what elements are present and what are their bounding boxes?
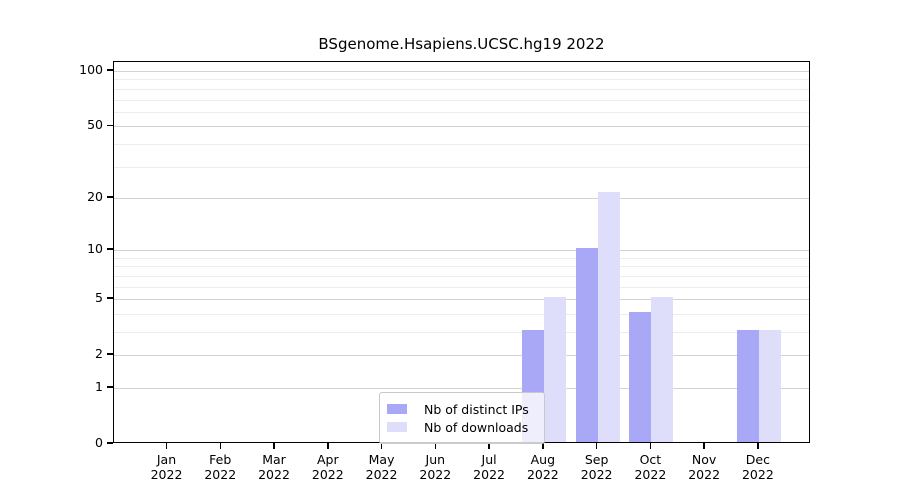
x-tick-year-nov: 2022 [688, 467, 721, 482]
minor-gridline-7 [114, 275, 809, 277]
x-tick-year-jun: 2022 [419, 467, 452, 482]
x-tick-year-sep: 2022 [580, 467, 613, 482]
major-gridline-10 [114, 250, 809, 252]
y-tick-label-2: 2 [95, 346, 103, 362]
x-tick-year-aug: 2022 [526, 467, 559, 482]
x-tick-dec [757, 443, 759, 449]
x-tick-label-feb: Feb 2022 [190, 452, 250, 482]
plot-area: Nb of distinct IPs Nb of downloads [113, 61, 810, 444]
bar-nb-of-downloads-oct [651, 297, 674, 442]
y-tick-5 [107, 297, 113, 299]
minor-gridline-90 [114, 79, 809, 81]
x-tick-may [380, 443, 383, 449]
x-tick-label-may: May 2022 [352, 452, 412, 482]
x-tick-year-jan: 2022 [150, 467, 183, 482]
minor-gridline-30 [114, 166, 809, 168]
x-tick-label-sep: Sep 2022 [567, 452, 627, 482]
x-tick-year-apr: 2022 [311, 467, 344, 482]
x-tick-apr [327, 443, 329, 449]
x-tick-oct [649, 443, 652, 449]
x-tick-label-jan: Jan 2022 [137, 452, 197, 482]
y-tick-label-100: 100 [79, 62, 103, 78]
x-tick-jan [165, 443, 168, 449]
legend-label-distinct-ips: Nb of distinct IPs [424, 401, 529, 417]
bar-nb-of-distinct-ips-oct [629, 311, 652, 442]
x-tick-year-mar: 2022 [258, 467, 290, 482]
y-tick-label-1: 1 [95, 378, 103, 394]
minor-gridline-8 [114, 266, 809, 268]
y-tick-label-10: 10 [87, 241, 103, 257]
x-tick-nov [703, 443, 705, 449]
x-tick-label-jun: Jun 2022 [405, 452, 465, 482]
y-tick-2 [107, 353, 113, 355]
x-tick-year-dec: 2022 [741, 467, 774, 482]
minor-gridline-6 [114, 286, 809, 288]
x-tick-sep [595, 443, 598, 449]
minor-gridline-4 [114, 313, 809, 315]
y-tick-1 [107, 386, 113, 388]
y-tick-100 [107, 69, 113, 71]
y-tick-label-20: 20 [87, 188, 103, 204]
minor-gridline-9 [114, 257, 809, 259]
major-gridline-5 [114, 299, 809, 301]
bar-nb-of-downloads-dec [758, 330, 781, 442]
chart-title: BSgenome.Hsapiens.UCSC.hg19 2022 [318, 35, 605, 53]
x-tick-jul [488, 443, 490, 449]
x-tick-feb [219, 443, 221, 449]
legend-swatch-downloads-icon [387, 422, 407, 432]
legend-swatch-distinct-ips-icon [387, 404, 407, 414]
y-tick-50 [107, 124, 113, 127]
major-gridline-100 [114, 71, 809, 73]
legend-label-downloads: Nb of downloads [424, 419, 529, 435]
x-tick-year-feb: 2022 [204, 467, 237, 482]
minor-gridline-70 [114, 99, 809, 101]
x-tick-label-aug: Aug 2022 [513, 452, 573, 482]
minor-gridline-60 [114, 111, 809, 113]
x-tick-year-jul: 2022 [473, 467, 505, 482]
x-tick-mar [273, 443, 275, 449]
major-gridline-20 [114, 197, 809, 199]
bar-nb-of-distinct-ips-dec [736, 330, 759, 442]
x-tick-label-nov: Nov 2022 [674, 452, 734, 482]
x-tick-label-dec: Dec 2022 [728, 452, 788, 482]
y-tick-0 [107, 442, 113, 444]
legend-item-downloads: Nb of downloads [387, 419, 536, 435]
minor-gridline-40 [114, 143, 809, 145]
x-tick-year-may: 2022 [365, 467, 398, 482]
y-tick-label-0: 0 [95, 435, 103, 450]
minor-gridline-80 [114, 88, 809, 90]
y-tick-20 [107, 196, 113, 198]
x-tick-aug [542, 443, 544, 449]
x-tick-year-oct: 2022 [634, 467, 667, 482]
legend-item-distinct-ips: Nb of distinct IPs [387, 401, 536, 417]
major-gridline-2 [114, 355, 809, 357]
major-gridline-1 [114, 387, 809, 389]
legend: Nb of distinct IPs Nb of downloads [379, 392, 545, 444]
x-tick-label-oct: Oct 2022 [620, 452, 680, 482]
major-gridline-50 [114, 126, 809, 128]
bar-nb-of-downloads-sep [597, 192, 620, 442]
y-tick-10 [107, 248, 113, 250]
x-tick-label-mar: Mar 2022 [244, 452, 304, 482]
minor-gridline-3 [114, 331, 809, 333]
y-tick-label-5: 5 [95, 290, 103, 306]
x-tick-jun [434, 443, 437, 449]
bar-nb-of-downloads-aug [543, 297, 566, 442]
bar-nb-of-distinct-ips-sep [575, 248, 598, 442]
x-tick-label-apr: Apr 2022 [298, 452, 358, 482]
x-tick-label-jul: Jul 2022 [459, 452, 519, 482]
y-tick-label-50: 50 [87, 117, 103, 133]
